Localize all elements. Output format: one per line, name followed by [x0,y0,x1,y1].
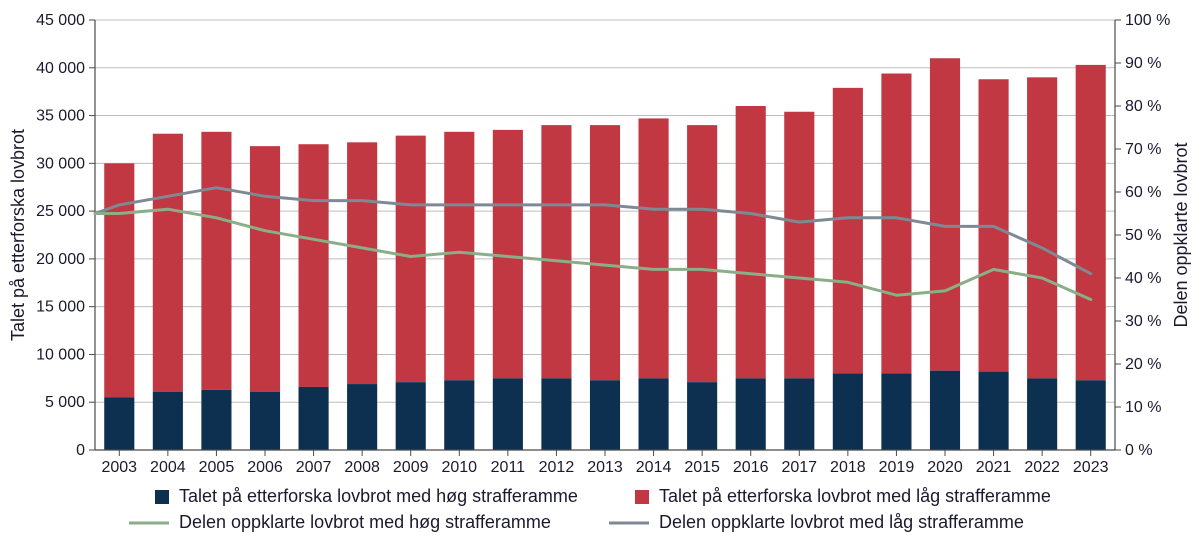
legend-line-high-label: Delen oppklarte lovbrot med høg straffer… [179,512,551,532]
y-left-title: Talet på etterforska lovbrot [8,129,28,341]
bar-high [444,380,474,450]
bar-high [1027,378,1057,450]
x-tick-label: 2014 [636,459,672,476]
bar-low [590,125,620,380]
y-right-tick-label: 0 % [1125,442,1153,459]
y-left-tick-label: 5 000 [45,394,85,411]
legend-bar-high-label: Talet på etterforska lovbrot med høg str… [179,486,578,506]
x-tick-label: 2017 [781,459,817,476]
y-right-tick-label: 40 % [1125,270,1161,287]
legend-bar-low-swatch [635,490,649,504]
bar-high [201,390,231,450]
y-left-tick-label: 35 000 [36,108,85,125]
combo-chart: 0 5 000 10 000 15 000 20 000 25 000 30 000 35 0… [0,0,1200,558]
x-tick-label: 2022 [1024,459,1060,476]
bar-low [153,134,183,392]
bar-high [493,378,523,450]
y-left-tick-label: 45 000 [36,12,85,29]
y-right-tick-label: 80 % [1125,98,1161,115]
bar-low [444,132,474,380]
legend-bar-low-label: Talet på etterforska lovbrot med låg str… [659,486,1051,506]
bar-high [299,387,329,450]
bar-low [201,132,231,390]
x-tick-label: 2010 [441,459,477,476]
x-tick-label: 2005 [199,459,235,476]
x-tick-label: 2020 [927,459,963,476]
bar-low [1027,77,1057,378]
x-tick-label: 2013 [587,459,623,476]
bar-low [299,144,329,387]
y-right-tick-label: 20 % [1125,356,1161,373]
bar-low [396,136,426,383]
x-tick-label: 2023 [1073,459,1109,476]
bar-low [881,74,911,374]
bar-high [104,397,134,450]
bar-high [736,378,766,450]
x-tick-label: 2018 [830,459,866,476]
y-right-tick-label: 30 % [1125,313,1161,330]
bar-high [347,384,377,450]
legend-bar-high-swatch [155,490,169,504]
x-tick-label: 2019 [879,459,915,476]
x-tick-label: 2016 [733,459,769,476]
x-tick-label: 2015 [684,459,720,476]
y-left-tick-label: 25 000 [36,203,85,220]
bar-high [590,380,620,450]
y-left-tick-label: 20 000 [36,251,85,268]
bar-high [784,378,814,450]
x-tick-label: 2004 [150,459,186,476]
x-tick-label: 2009 [393,459,429,476]
x-tick-label: 2012 [539,459,575,476]
y-left-tick-label: 0 [76,442,85,459]
y-right-tick-label: 90 % [1125,55,1161,72]
x-tick-label: 2003 [101,459,137,476]
x-tick-label: 2011 [491,459,526,476]
bar-low [639,118,669,378]
bar-high [396,382,426,450]
bar-high [979,372,1009,450]
bar-high [541,378,571,450]
bar-high [687,382,717,450]
y-left-tick-label: 30 000 [36,155,85,172]
bar-high [1076,380,1106,450]
y-right-tick-label: 10 % [1125,399,1161,416]
y-left-tick-label: 40 000 [36,60,85,77]
bar-high [881,374,911,450]
bar-low [541,125,571,378]
bar-high [930,371,960,450]
y-right-title: Delen oppklarte lovbrot [1171,142,1191,327]
bar-low [736,106,766,378]
bar-low [104,163,134,397]
bar-low [687,125,717,382]
bar-low [347,142,377,384]
bar-low [784,112,814,379]
y-right-tick-label: 60 % [1125,184,1161,201]
y-right-tick-label: 70 % [1125,141,1161,158]
bar-low [833,88,863,374]
x-tick-label: 2008 [344,459,380,476]
bar-high [153,392,183,450]
x-tick-label: 2021 [976,459,1012,476]
bar-high [639,378,669,450]
y-left-tick-label: 15 000 [36,299,85,316]
legend-line-low-label: Delen oppklarte lovbrot med låg straffer… [659,512,1024,532]
x-tick-label: 2007 [296,459,332,476]
bar-high [833,374,863,450]
bar-low [1076,65,1106,380]
bar-high [250,392,280,450]
y-right-tick-label: 50 % [1125,227,1161,244]
y-right-tick-label: 100 % [1125,12,1170,29]
x-tick-label: 2006 [247,459,283,476]
y-left-tick-label: 10 000 [36,346,85,363]
bar-low [250,146,280,392]
bar-low [930,58,960,370]
